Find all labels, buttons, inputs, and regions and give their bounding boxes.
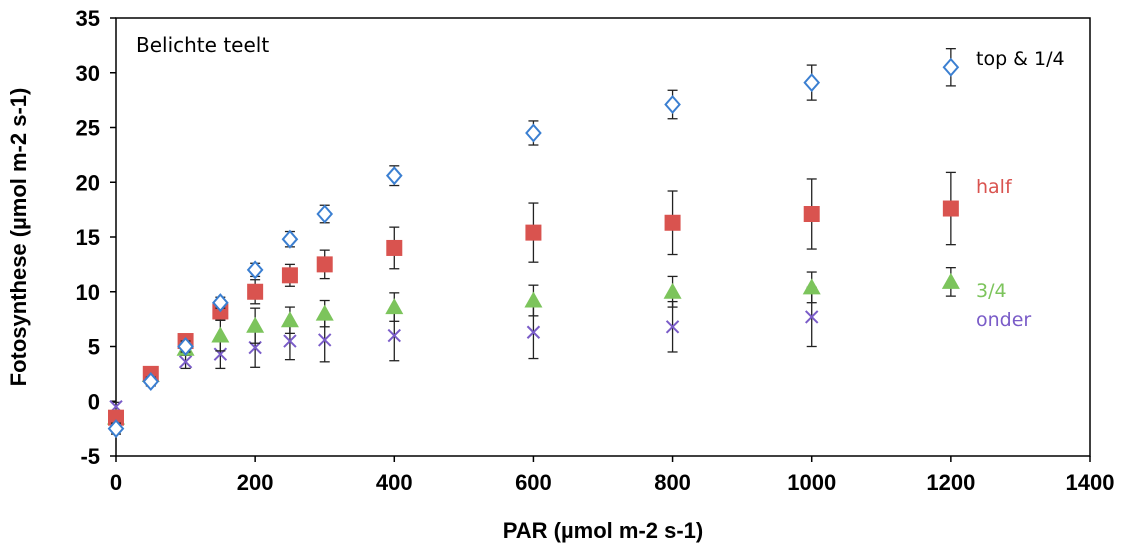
series-label: 3/4	[976, 280, 1007, 302]
data-point-3-4	[524, 291, 543, 308]
y-tick-label: 15	[76, 225, 100, 250]
data-point-top-1-4	[664, 94, 681, 115]
data-point-top-1-4	[316, 204, 334, 224]
data-point-3-4	[663, 282, 682, 299]
data-point-3-4	[315, 304, 334, 321]
x-tick-label: 400	[376, 470, 413, 495]
plot-area-frame	[115, 17, 1091, 457]
data-point-top-1-4	[246, 260, 264, 280]
data-point-half	[316, 256, 333, 273]
data-point-top-1-4	[177, 336, 194, 357]
axis-ticks: 0 200 400 600 800 1000 1200 1400 -5 0 5 10 15 20 25 30 3…	[76, 6, 1115, 495]
data-point-onder	[805, 310, 819, 324]
y-tick-label: -5	[80, 444, 100, 469]
data-point-onder	[213, 347, 228, 361]
x-tick-label: 1200	[926, 470, 975, 495]
series-label: top & 1/4	[976, 48, 1065, 70]
y-tick-label: 20	[76, 170, 100, 195]
data-point-onder	[387, 328, 401, 343]
data-point-half	[281, 267, 298, 284]
data-point-onder	[318, 333, 332, 347]
data-point-half	[386, 239, 403, 256]
data-point-3-4	[280, 311, 299, 328]
data-point-half	[247, 283, 264, 300]
data-point-half	[108, 409, 124, 426]
data-point-onder	[665, 320, 680, 334]
data-point-3-4	[385, 298, 404, 315]
y-tick-label: 5	[88, 335, 100, 360]
data-point-onder	[178, 355, 193, 369]
x-tick-label: 200	[237, 470, 274, 495]
x-tick-label: 800	[654, 470, 691, 495]
y-tick-label: 30	[76, 61, 100, 86]
data-point-3-4	[211, 326, 230, 343]
y-tick-label: 0	[88, 389, 100, 414]
data-point-top-1-4	[525, 123, 542, 143]
y-tick-label: 10	[76, 280, 100, 305]
x-tick-label: 600	[515, 470, 552, 495]
x-tick-label: 1000	[787, 470, 836, 495]
series-label: onder	[976, 309, 1031, 331]
x-tick-label: 0	[110, 470, 122, 495]
chart-title: Belichte teelt	[136, 33, 269, 57]
x-axis-title: PAR (µmol m-2 s-1)	[503, 518, 704, 543]
data-point-top-1-4	[385, 166, 403, 186]
y-tick-label: 25	[76, 116, 100, 141]
data-marks	[107, 48, 960, 439]
series-labels: top & 1/4 half 3/4 onder	[976, 48, 1065, 331]
data-point-3-4	[941, 272, 960, 289]
data-point-top-1-4	[803, 73, 821, 93]
series-label: half	[976, 176, 1013, 198]
data-point-3-4	[246, 316, 265, 333]
data-point-half	[803, 206, 820, 223]
data-point-top-1-4	[942, 57, 960, 77]
data-point-top-1-4	[107, 419, 125, 439]
data-point-3-4	[802, 278, 821, 295]
data-point-top-1-4	[142, 372, 160, 392]
data-point-half	[664, 214, 681, 231]
data-point-half	[525, 224, 542, 241]
y-tick-label: 35	[76, 6, 100, 31]
y-axis-title: Fotosynthese (µmol m-2 s-1)	[6, 88, 31, 387]
data-point-onder	[283, 334, 297, 348]
data-point-top-1-4	[281, 229, 299, 249]
data-point-top-1-4	[212, 293, 229, 313]
data-point-onder	[526, 325, 541, 339]
x-tick-label: 1400	[1066, 470, 1115, 495]
data-point-half	[942, 200, 959, 217]
